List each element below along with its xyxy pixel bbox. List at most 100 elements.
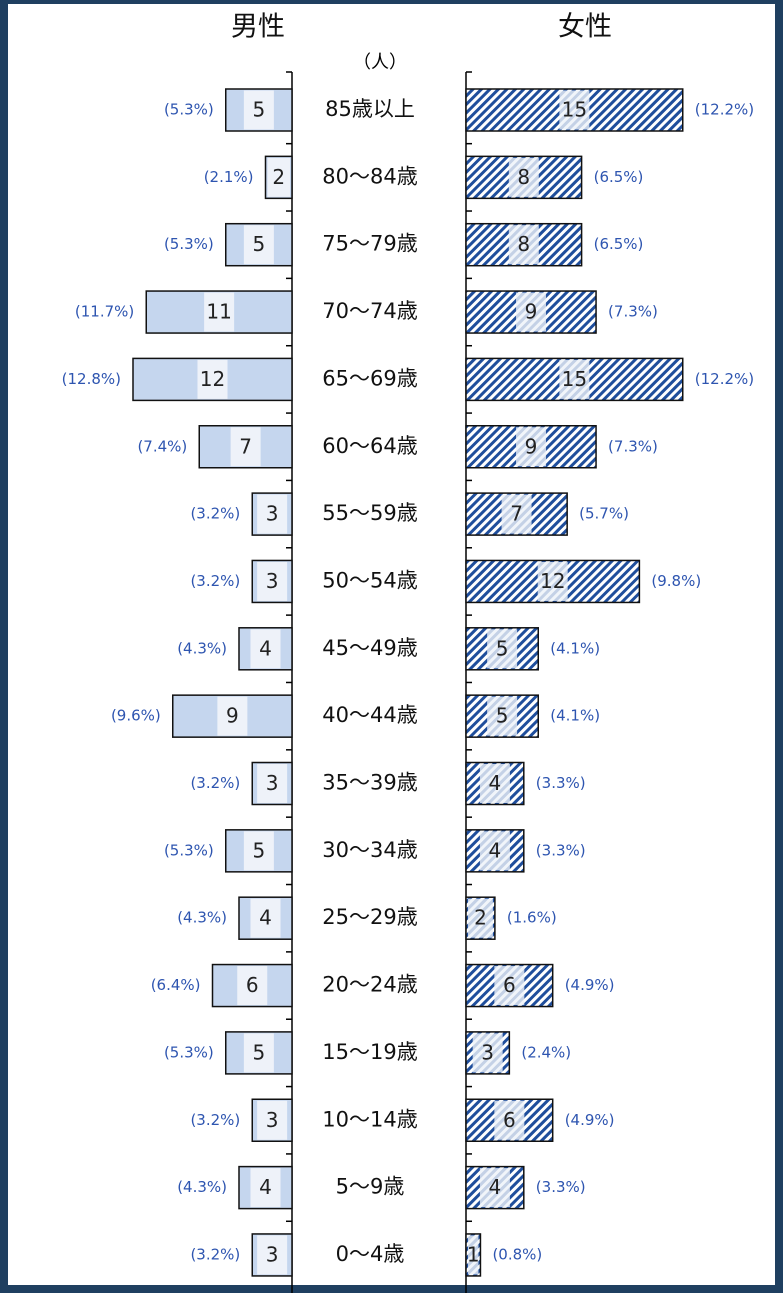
count-label-bg (516, 427, 547, 467)
count-label-bg (479, 764, 510, 803)
count-label: 5 (496, 704, 509, 728)
count-label: 3 (266, 569, 279, 593)
count-label: 7 (510, 502, 523, 526)
count-label-bg (230, 427, 261, 467)
percent-label: (3.3%) (536, 841, 586, 859)
count-label-bg (559, 90, 590, 130)
frame-bottom (0, 1285, 783, 1293)
category-label: 40～44歳 (322, 703, 417, 727)
percent-label: (2.1%) (204, 168, 254, 186)
percent-label: (5.3%) (164, 1043, 214, 1061)
category-label: 70～74歳 (322, 299, 417, 323)
category-label: 15～19歳 (322, 1040, 417, 1064)
percent-label: (4.1%) (550, 707, 600, 725)
category-label: 5～9歳 (336, 1175, 405, 1199)
percent-label: (3.2%) (190, 1245, 240, 1263)
count-label-bg (250, 898, 281, 938)
category-label: 35～39歳 (322, 771, 417, 795)
count-label: 4 (489, 838, 502, 862)
percent-label: (12.8%) (62, 370, 121, 388)
percent-label: (2.4%) (521, 1043, 571, 1061)
count-label: 6 (246, 973, 259, 997)
count-label: 7 (239, 434, 252, 458)
category-label: 10～14歳 (322, 1107, 417, 1131)
count-label: 15 (562, 98, 587, 122)
category-label: 30～34歳 (322, 838, 417, 862)
count-label-bg (479, 831, 510, 871)
unit-label: （人） (353, 52, 407, 73)
percent-label: (3.2%) (190, 774, 240, 792)
percent-label: (5.3%) (164, 235, 214, 253)
count-label-bg (243, 1033, 274, 1073)
count-label: 4 (259, 1175, 272, 1199)
percent-label: (5.3%) (164, 841, 214, 859)
count-label-bg (257, 764, 288, 803)
count-label: 6 (503, 973, 516, 997)
count-label-bg (243, 225, 274, 265)
count-label-bg (468, 1235, 479, 1275)
category-label: 65～69歳 (322, 366, 417, 390)
count-label-bg (257, 1100, 288, 1140)
category-label: 0～4歳 (336, 1242, 405, 1266)
count-label: 3 (266, 771, 279, 795)
count-label: 1 (467, 1242, 480, 1266)
percent-label: (4.9%) (565, 1111, 615, 1129)
count-label: 12 (540, 569, 565, 593)
count-label-bg (487, 696, 518, 736)
count-label: 4 (259, 636, 272, 660)
count-label: 8 (517, 232, 530, 256)
percent-label: (3.2%) (190, 572, 240, 590)
category-label: 25～29歳 (322, 905, 417, 929)
percent-label: (5.7%) (579, 505, 629, 523)
percent-label: (3.2%) (190, 1111, 240, 1129)
count-label-bg (267, 157, 290, 197)
count-label-bg (508, 225, 539, 265)
percent-label: (1.6%) (507, 909, 557, 927)
category-label: 80～84歳 (322, 164, 417, 188)
count-label: 3 (266, 1242, 279, 1266)
percent-label: (6.5%) (594, 168, 644, 186)
count-label-bg (508, 157, 539, 197)
percent-label: (0.8%) (492, 1245, 542, 1263)
percent-label: (4.9%) (565, 976, 615, 994)
category-label: 60～64歳 (322, 434, 417, 458)
count-label: 5 (253, 838, 266, 862)
percent-label: (3.3%) (536, 774, 586, 792)
count-label: 9 (226, 704, 239, 728)
count-label: 5 (253, 232, 266, 256)
count-label-bg (197, 359, 228, 399)
percent-label: (4.3%) (177, 1178, 227, 1196)
count-label-bg (487, 629, 518, 669)
count-label: 8 (517, 165, 530, 189)
count-label: 4 (489, 1175, 502, 1199)
count-label: 3 (266, 502, 279, 526)
count-label-bg (204, 292, 235, 332)
count-label-bg (250, 1168, 281, 1208)
count-label: 2 (474, 906, 487, 930)
count-label-bg (243, 831, 274, 871)
percent-label: (3.2%) (190, 505, 240, 523)
count-label: 5 (496, 636, 509, 660)
count-label-bg (501, 494, 532, 534)
percent-label: (6.4%) (151, 976, 201, 994)
count-label-bg (257, 494, 288, 534)
count-label: 5 (253, 1040, 266, 1064)
percent-label: (12.2%) (695, 101, 754, 119)
count-label-bg (494, 966, 525, 1006)
count-label-bg (516, 292, 547, 332)
percent-label: (11.7%) (75, 303, 134, 321)
percent-label: (12.2%) (695, 370, 754, 388)
count-label-bg (250, 629, 281, 669)
count-label-bg (468, 898, 493, 938)
count-label: 2 (272, 165, 285, 189)
count-label: 6 (503, 1108, 516, 1132)
count-label-bg (494, 1100, 525, 1140)
percent-label: (7.3%) (608, 303, 658, 321)
category-label: 45～49歳 (322, 636, 417, 660)
female-header: 女性 (558, 12, 612, 43)
count-label: 11 (206, 300, 231, 324)
count-label: 4 (489, 771, 502, 795)
category-label: 50～54歳 (322, 568, 417, 592)
